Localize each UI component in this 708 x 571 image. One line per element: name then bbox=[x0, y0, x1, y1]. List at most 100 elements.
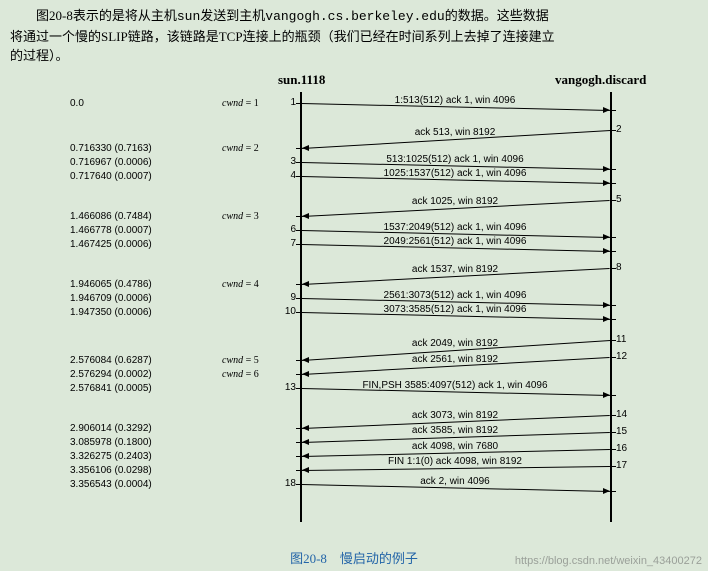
timestamp: 3.356106 (0.0298) bbox=[70, 465, 152, 476]
tick-mark bbox=[296, 470, 302, 471]
arrow-head-icon bbox=[302, 371, 309, 377]
sequence-diagram: sun.1118 vangogh.discard 0.00.716330 (0.… bbox=[0, 70, 708, 540]
tick-mark bbox=[296, 298, 302, 299]
intro-1a: 图20-8表示的是将从主机 bbox=[10, 8, 177, 23]
tick-mark bbox=[296, 428, 302, 429]
seq-number: 18 bbox=[278, 478, 296, 489]
tick-mark bbox=[296, 312, 302, 313]
arrow-head-icon bbox=[603, 180, 610, 186]
seq-number: 9 bbox=[278, 292, 296, 303]
message-label: 2049:2561(512) ack 1, win 4096 bbox=[325, 236, 585, 247]
arrow-head-icon bbox=[302, 145, 309, 151]
cwnd-label: cwnd = 2 bbox=[222, 143, 259, 154]
timestamp: 2.576084 (0.6287) bbox=[70, 355, 152, 366]
seq-number: 15 bbox=[616, 426, 634, 437]
arrow-head-icon bbox=[603, 316, 610, 322]
tick-mark bbox=[610, 305, 616, 306]
tick-mark bbox=[296, 484, 302, 485]
timeline-right bbox=[610, 92, 612, 522]
message-label: 1537:2049(512) ack 1, win 4096 bbox=[325, 222, 585, 233]
tick-mark bbox=[296, 442, 302, 443]
tick-mark bbox=[610, 395, 616, 396]
tick-mark bbox=[296, 244, 302, 245]
message-label: 1025:1537(512) ack 1, win 4096 bbox=[325, 168, 585, 179]
intro-1e: 的数据。这些数据 bbox=[445, 8, 549, 23]
timestamp: 0.0 bbox=[70, 98, 84, 109]
timestamp: 2.576294 (0.0002) bbox=[70, 369, 152, 380]
cwnd-label: cwnd = 5 bbox=[222, 355, 259, 366]
watermark: https://blog.csdn.net/weixin_43400272 bbox=[515, 555, 702, 567]
timestamp: 1.946709 (0.0006) bbox=[70, 293, 152, 304]
message-label: 1:513(512) ack 1, win 4096 bbox=[325, 95, 585, 106]
tick-mark bbox=[296, 216, 302, 217]
message-label: FIN,PSH 3585:4097(512) ack 1, win 4096 bbox=[325, 380, 585, 391]
tick-mark bbox=[296, 162, 302, 163]
arrow-head-icon bbox=[302, 439, 309, 445]
arrow-head-icon bbox=[302, 453, 309, 459]
arrow-head-icon bbox=[603, 488, 610, 494]
arrow-head-icon bbox=[302, 281, 309, 287]
tick-mark bbox=[296, 148, 302, 149]
tick-mark bbox=[296, 456, 302, 457]
message-label: ack 1537, win 8192 bbox=[325, 264, 585, 275]
message-label: ack 513, win 8192 bbox=[325, 127, 585, 138]
seq-number: 13 bbox=[278, 382, 296, 393]
tick-mark bbox=[610, 110, 616, 111]
tick-mark bbox=[610, 237, 616, 238]
message-label: FIN 1:1(0) ack 4098, win 8192 bbox=[325, 456, 585, 467]
message-label: ack 3073, win 8192 bbox=[325, 410, 585, 421]
cwnd-label: cwnd = 1 bbox=[222, 98, 259, 109]
timestamp: 1.467425 (0.0006) bbox=[70, 239, 152, 250]
timestamp: 2.576841 (0.0005) bbox=[70, 383, 152, 394]
seq-number: 17 bbox=[616, 460, 634, 471]
message-label: ack 3585, win 8192 bbox=[325, 425, 585, 436]
intro-3: 的过程）。 bbox=[10, 48, 69, 63]
tick-mark bbox=[296, 388, 302, 389]
seq-number: 3 bbox=[278, 156, 296, 167]
message-label: 2561:3073(512) ack 1, win 4096 bbox=[325, 290, 585, 301]
message-label: ack 2, win 4096 bbox=[325, 476, 585, 487]
tick-mark bbox=[610, 251, 616, 252]
timestamp: 0.716967 (0.0006) bbox=[70, 157, 152, 168]
arrow-head-icon bbox=[302, 213, 309, 219]
tick-mark bbox=[296, 230, 302, 231]
tick-mark bbox=[610, 319, 616, 320]
tick-mark bbox=[610, 169, 616, 170]
arrow-head-icon bbox=[603, 302, 610, 308]
host-right-label: vangogh.discard bbox=[555, 72, 646, 88]
message-label: ack 2049, win 8192 bbox=[325, 338, 585, 349]
arrow-head-icon bbox=[603, 166, 610, 172]
seq-number: 6 bbox=[278, 224, 296, 235]
timestamp: 0.717640 (0.0007) bbox=[70, 171, 152, 182]
arrow-head-icon bbox=[603, 234, 610, 240]
timestamp: 2.906014 (0.3292) bbox=[70, 423, 152, 434]
arrow-head-icon bbox=[302, 467, 309, 473]
seq-number: 11 bbox=[616, 334, 634, 345]
tick-mark bbox=[296, 176, 302, 177]
seq-number: 7 bbox=[278, 238, 296, 249]
tick-mark bbox=[296, 103, 302, 104]
message-label: 513:1025(512) ack 1, win 4096 bbox=[325, 154, 585, 165]
seq-number: 10 bbox=[278, 306, 296, 317]
arrow-head-icon bbox=[603, 107, 610, 113]
intro-2: 将通过一个慢的SLIP链路，该链路是TCP连接上的瓶颈（我们已经在时间系列上去掉… bbox=[10, 29, 555, 44]
tick-mark bbox=[296, 284, 302, 285]
intro-1c: 发送到主机 bbox=[200, 8, 265, 23]
cwnd-label: cwnd = 6 bbox=[222, 369, 259, 380]
seq-number: 5 bbox=[616, 194, 634, 205]
message-label: ack 1025, win 8192 bbox=[325, 196, 585, 207]
seq-number: 2 bbox=[616, 124, 634, 135]
message-label: ack 4098, win 7680 bbox=[325, 441, 585, 452]
intro-1d: vangogh.cs.berkeley.edu bbox=[265, 9, 444, 24]
arrow-head-icon bbox=[603, 248, 610, 254]
timestamp: 0.716330 (0.7163) bbox=[70, 143, 152, 154]
cwnd-label: cwnd = 4 bbox=[222, 279, 259, 290]
arrow-head-icon bbox=[302, 425, 309, 431]
intro-1b: sun bbox=[177, 9, 200, 24]
timestamp: 3.356543 (0.0004) bbox=[70, 479, 152, 490]
timestamp: 1.946065 (0.4786) bbox=[70, 279, 152, 290]
seq-number: 4 bbox=[278, 170, 296, 181]
message-label: 3073:3585(512) ack 1, win 4096 bbox=[325, 304, 585, 315]
tick-mark bbox=[296, 360, 302, 361]
seq-number: 1 bbox=[278, 97, 296, 108]
